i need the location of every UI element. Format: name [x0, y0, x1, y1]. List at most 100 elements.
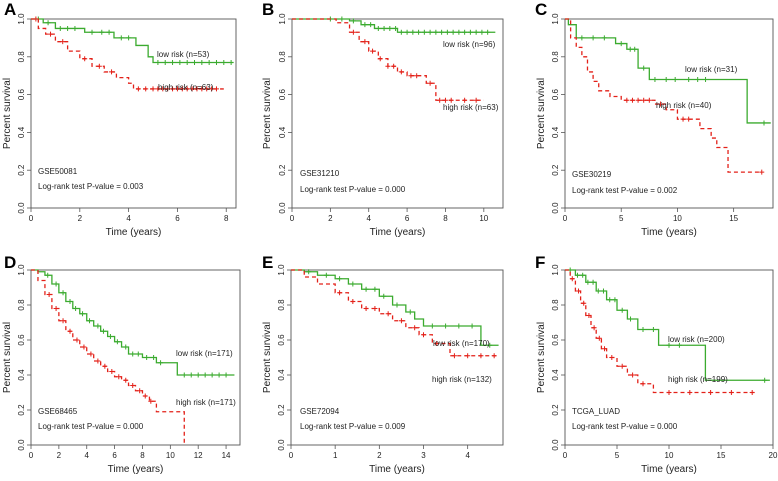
y-tick-label: 0.8: [278, 51, 287, 63]
plot-frame: [291, 18, 504, 209]
low-risk-censor-mark: [323, 272, 329, 278]
x-tick-label: 0: [563, 214, 568, 223]
high-risk-label: high risk (n=199): [668, 375, 728, 384]
low-risk-censor-mark: [421, 29, 427, 35]
low-risk-curve: [565, 269, 770, 381]
low-risk-censor-mark: [100, 328, 106, 334]
high-risk-curve: [565, 269, 758, 394]
x-tick-label: 10: [479, 214, 488, 223]
x-tick-label: 12: [194, 451, 203, 460]
high-risk-censor-mark: [680, 116, 686, 122]
y-axis-label: Percent survival: [262, 322, 273, 393]
low-risk-censor-mark: [221, 59, 227, 65]
x-tick-label: 5: [619, 214, 624, 223]
high-risk-censor-mark: [204, 86, 210, 92]
y-tick-label: 0.6: [17, 334, 26, 346]
low-risk-censor-mark: [306, 269, 312, 275]
x-tick-label: 2: [377, 451, 382, 460]
y-tick-label: 0.0: [277, 439, 286, 451]
high-risk-censor-mark: [142, 393, 148, 399]
x-tick-label: 2: [57, 451, 62, 460]
low-risk-censor-mark: [60, 290, 66, 296]
low-risk-censor-mark: [595, 288, 601, 294]
low-risk-censor-mark: [45, 20, 51, 26]
low-risk-censor-mark: [126, 35, 132, 41]
high-risk-censor-mark: [434, 341, 440, 346]
high-risk-censor-mark: [602, 346, 608, 352]
high-risk-censor-mark: [377, 56, 383, 62]
x-axis-label: Time (years): [108, 464, 164, 475]
low-risk-censor-mark: [619, 307, 625, 313]
x-tick-label: 0: [290, 214, 295, 223]
low-risk-censor-mark: [433, 29, 439, 35]
low-risk-censor-mark: [99, 29, 105, 35]
plot-frame: [30, 269, 241, 446]
high-risk-censor-mark: [465, 353, 471, 359]
low-risk-censor-mark: [381, 293, 387, 299]
x-tick-label: 4: [367, 214, 372, 223]
low-risk-censor-mark: [170, 59, 176, 65]
low-risk-censor-mark: [456, 323, 462, 329]
pvalue-label: Log-rank test P-value = 0.000: [38, 422, 144, 431]
high-risk-label: high risk (n=40): [656, 101, 712, 110]
x-tick-label: 0: [29, 214, 34, 223]
low-risk-censor-mark: [213, 59, 219, 65]
x-tick-label: 20: [769, 451, 778, 460]
x-tick-label: 6: [112, 451, 117, 460]
high-risk-censor-mark: [586, 313, 592, 318]
y-axis-label: Percent survival: [536, 78, 547, 149]
y-axis-label: Percent survival: [2, 78, 13, 149]
high-risk-censor-mark: [391, 63, 397, 69]
dataset-label: GSE68465: [38, 407, 78, 416]
high-risk-censor-mark: [491, 353, 497, 359]
low-risk-censor-mark: [641, 65, 647, 71]
low-risk-censor-mark: [427, 29, 433, 35]
panel-letter: B: [262, 0, 274, 19]
low-risk-censor-mark: [87, 318, 93, 324]
x-tick-label: 3: [421, 451, 426, 460]
high-risk-censor-mark: [473, 97, 479, 103]
high-risk-censor-mark: [478, 353, 484, 359]
high-risk-censor-mark: [148, 398, 154, 404]
low-risk-censor-mark: [627, 46, 633, 52]
low-risk-censor-mark: [394, 302, 400, 308]
y-tick-label: 0.6: [551, 334, 560, 346]
y-tick-label: 0.4: [277, 369, 286, 381]
high-risk-censor-mark: [82, 56, 88, 62]
panel-letter: A: [4, 0, 16, 19]
x-tick-label: 0: [289, 451, 294, 460]
high-risk-censor-mark: [165, 86, 171, 92]
low-risk-censor-mark: [202, 372, 208, 378]
low-risk-censor-mark: [57, 25, 63, 31]
high-risk-censor-mark: [408, 73, 414, 79]
high-risk-censor-mark: [759, 169, 765, 175]
high-risk-censor-mark: [137, 388, 143, 394]
high-risk-censor-mark: [74, 337, 80, 343]
high-risk-censor-mark: [437, 97, 443, 103]
low-risk-censor-mark: [45, 272, 51, 278]
panel-d: D 0 2 4 6 8 10 12 14 0.0 0.2 0.4 0.6 0.8 1.0 Time (year…: [2, 253, 241, 475]
low-risk-censor-mark: [407, 309, 413, 315]
panel-letter: F: [535, 253, 545, 272]
x-tick-label: 10: [673, 214, 682, 223]
low-risk-censor-mark: [381, 25, 387, 31]
y-tick-label: 0.6: [17, 88, 26, 100]
x-tick-label: 0: [29, 451, 34, 460]
x-tick-label: 4: [126, 214, 131, 223]
x-tick-label: 4: [465, 451, 470, 460]
low-risk-censor-mark: [123, 344, 129, 350]
low-risk-censor-mark: [118, 35, 124, 41]
y-axis-label: Percent survival: [536, 322, 547, 393]
y-tick-label: 1.0: [17, 13, 26, 25]
high-risk-censor-mark: [170, 86, 176, 92]
low-risk-censor-mark: [462, 29, 468, 35]
y-tick-label: 0.4: [17, 369, 26, 381]
high-risk-censor-mark: [60, 318, 66, 324]
low-risk-censor-mark: [337, 276, 343, 282]
high-risk-censor-mark: [33, 16, 39, 22]
low-risk-censor-mark: [350, 18, 356, 24]
dataset-label: GSE72094: [300, 407, 340, 416]
low-risk-censor-mark: [444, 29, 450, 35]
x-tick-label: 8: [140, 451, 145, 460]
low-risk-censor-mark: [130, 351, 136, 357]
